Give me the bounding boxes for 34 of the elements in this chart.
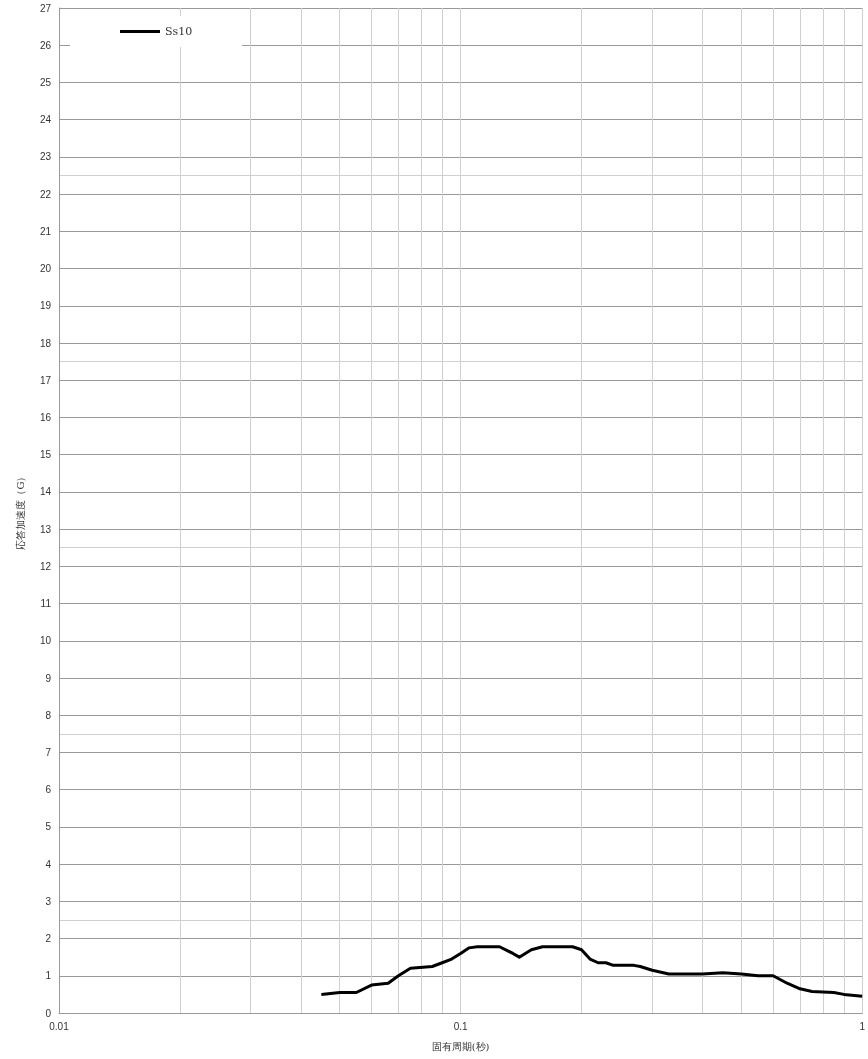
y-tick-label: 23 bbox=[39, 151, 52, 163]
y-tick-label: 6 bbox=[45, 784, 52, 796]
y-tick-label: 26 bbox=[39, 39, 52, 51]
x-tick-label: 1 bbox=[859, 1020, 866, 1032]
y-tick-label: 20 bbox=[39, 263, 52, 275]
x-tick-label: 0.01 bbox=[49, 1020, 70, 1032]
y-tick-label: 4 bbox=[45, 858, 52, 870]
y-tick-label: 22 bbox=[39, 188, 52, 200]
y-tick-label: 14 bbox=[39, 486, 52, 498]
y-tick-label: 3 bbox=[45, 895, 52, 907]
x-axis-title: 固有周期(秒) bbox=[431, 1040, 490, 1052]
y-tick-label: 24 bbox=[39, 114, 52, 126]
y-tick-label: 16 bbox=[39, 411, 52, 423]
legend-label: Ss10 bbox=[165, 25, 193, 38]
y-tick-label: 5 bbox=[45, 821, 52, 833]
y-tick-label: 10 bbox=[39, 635, 52, 647]
y-tick-label: 18 bbox=[39, 337, 52, 349]
y-tick-label: 12 bbox=[39, 560, 52, 572]
y-axis-title: 応答加速度（G） bbox=[14, 471, 26, 550]
y-tick-label: 27 bbox=[39, 2, 52, 14]
x-tick-label: 0.1 bbox=[453, 1020, 468, 1032]
y-tick-label: 9 bbox=[45, 672, 52, 684]
y-tick-label: 17 bbox=[39, 374, 52, 386]
y-tick-label: 13 bbox=[39, 523, 52, 535]
y-tick-label: 19 bbox=[39, 300, 52, 312]
y-tick-label: 21 bbox=[39, 225, 52, 237]
y-tick-label: 2 bbox=[45, 933, 52, 945]
y-tick-label: 15 bbox=[39, 449, 52, 461]
y-tick-label: 1 bbox=[45, 970, 52, 982]
y-tick-label: 8 bbox=[45, 709, 52, 721]
y-tick-label: 7 bbox=[45, 746, 52, 758]
y-tick-label: 11 bbox=[40, 598, 52, 610]
y-tick-label: 25 bbox=[39, 76, 52, 88]
y-tick-label: 0 bbox=[45, 1007, 52, 1019]
